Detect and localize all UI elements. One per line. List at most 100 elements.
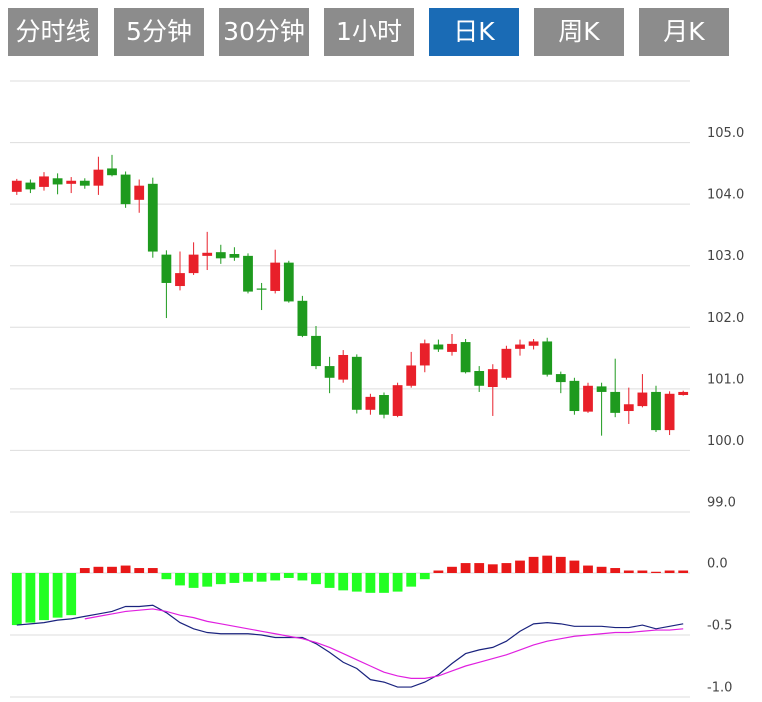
y-tick-label: -0.5: [707, 619, 732, 634]
macd-bar: [93, 566, 104, 573]
candle-body: [270, 262, 281, 291]
candle-body: [229, 254, 240, 258]
tab-label: 日K: [453, 17, 495, 46]
tab-label: 月K: [663, 17, 705, 46]
tab-button[interactable]: [324, 8, 414, 56]
tab-label: 5分钟: [126, 17, 192, 46]
macd-bar: [392, 573, 403, 592]
macd-bar: [324, 573, 335, 588]
candle-body: [501, 348, 512, 378]
macd-bar: [283, 573, 294, 578]
tab[interactable]: 日K: [429, 8, 519, 56]
candle-body: [147, 183, 158, 252]
tab-button[interactable]: [639, 8, 729, 56]
macd-bar: [229, 573, 240, 583]
tab-label: 1小时: [336, 17, 402, 46]
y-tick-label: 100.0: [707, 434, 744, 449]
macd-bar: [270, 573, 281, 581]
tab-button[interactable]: [534, 8, 624, 56]
y-tick-label: 101.0: [707, 372, 744, 387]
macd-bar: [66, 573, 77, 616]
macd-bar: [215, 573, 226, 585]
candle-body: [25, 182, 36, 190]
macd-bar: [569, 560, 580, 573]
candle-body: [79, 180, 90, 186]
candle-body: [623, 404, 634, 412]
tab[interactable]: 1小时: [324, 8, 414, 56]
macd-bar: [11, 573, 22, 626]
candle-body: [555, 374, 566, 383]
tab-button[interactable]: [429, 8, 519, 56]
candle-body: [52, 178, 63, 185]
tab-button[interactable]: [114, 8, 204, 56]
macd-bar: [419, 573, 430, 580]
macd-bar: [637, 570, 648, 573]
candle-body: [596, 386, 607, 392]
macd-bar: [515, 560, 525, 573]
macd-bar: [406, 573, 417, 587]
candle-body: [297, 300, 308, 336]
tab[interactable]: 周K: [534, 8, 624, 56]
macd-bar: [555, 556, 566, 573]
candle-body: [651, 391, 661, 431]
macd-bar: [379, 573, 389, 593]
candle-body: [215, 252, 226, 259]
tab-label: 分时线: [15, 17, 90, 46]
candle-body: [610, 391, 621, 413]
macd-bar: [623, 570, 634, 573]
candle-body: [678, 391, 689, 396]
macd-bar: [120, 565, 131, 573]
tab[interactable]: 分时线: [8, 8, 98, 56]
y-tick-label: 103.0: [707, 249, 744, 264]
macd-bar: [447, 566, 457, 573]
macd-bar: [79, 568, 90, 573]
macd-bar: [161, 573, 172, 580]
macd-bar: [134, 568, 145, 573]
macd-bar: [25, 573, 36, 623]
macd-bar: [528, 556, 539, 573]
candle-body: [188, 254, 199, 274]
macd-bar: [147, 568, 158, 573]
candle-body: [583, 385, 593, 412]
candle-body: [664, 393, 675, 431]
candle-body: [419, 343, 430, 366]
macd-bar: [651, 571, 661, 573]
candle-body: [460, 342, 471, 373]
macd-bar: [542, 555, 553, 573]
macd-bar: [311, 573, 321, 585]
tab[interactable]: 30分钟: [219, 8, 309, 56]
macd-bar: [52, 573, 63, 618]
macd-bar: [202, 573, 213, 587]
candle-body: [283, 262, 294, 302]
macd-bar: [460, 563, 471, 573]
macd-bar: [678, 570, 689, 573]
tab-button[interactable]: [8, 8, 98, 56]
candle-body: [134, 185, 145, 200]
y-tick-label: 104.0: [707, 188, 744, 203]
candle-body: [324, 366, 335, 378]
candle-body: [107, 168, 117, 176]
macd-bar: [175, 573, 185, 586]
candle-body: [175, 273, 185, 287]
macd-bar: [664, 570, 675, 573]
candle-body: [406, 365, 417, 386]
candle-body: [338, 354, 349, 380]
tab-label: 周K: [558, 17, 600, 46]
tab-button[interactable]: [219, 8, 309, 56]
candle-body: [66, 180, 77, 184]
macd-bar: [583, 565, 593, 573]
macd-bar: [39, 573, 49, 621]
candle-body: [93, 169, 104, 186]
y-tick-label: 105.0: [707, 126, 744, 141]
tab[interactable]: 月K: [639, 8, 729, 56]
candle-body: [433, 344, 444, 350]
candle-body: [256, 288, 267, 290]
macd-bar: [243, 573, 253, 582]
tab[interactable]: 5分钟: [114, 8, 204, 56]
candle-body: [365, 396, 376, 410]
candle-body: [542, 341, 553, 375]
macd-bar: [610, 568, 621, 573]
candle-body: [243, 255, 253, 292]
